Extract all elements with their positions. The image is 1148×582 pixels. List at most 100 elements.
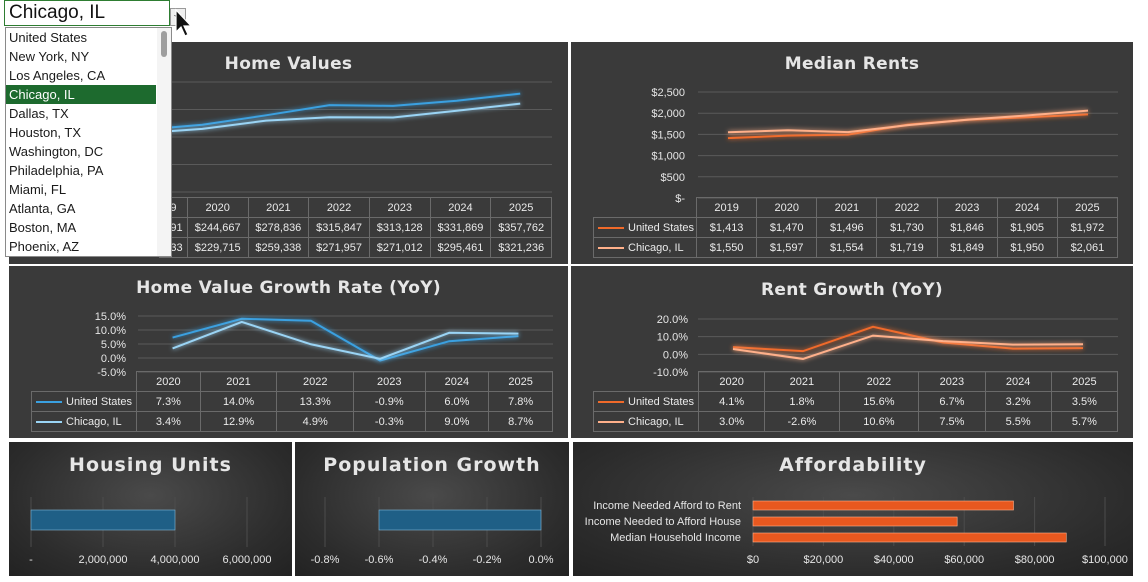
legend-line-icon <box>598 226 624 229</box>
table-cell: $2,061 <box>1056 237 1119 258</box>
location-selector-value: Chicago, IL <box>9 2 106 23</box>
y-tick-label: $1,000 <box>651 151 685 163</box>
housing-units-title: Housing Units <box>69 454 232 476</box>
x-tick-label: $40,000 <box>874 554 914 566</box>
series-key: United States <box>592 217 698 238</box>
population-growth-title: Population Growth <box>323 454 541 476</box>
table-cell: 12.9% <box>199 411 278 432</box>
x-tick-label: - <box>29 554 33 566</box>
table-year-header: 2022 <box>876 197 938 218</box>
dropdown-option[interactable]: United States <box>9 30 88 45</box>
category-label: Income Needed to Afford House <box>585 516 741 528</box>
category-label: Income Needed Afford to Rent <box>593 500 741 512</box>
table-cell: $229,715 <box>186 237 249 258</box>
series-key: Chicago, IL <box>31 411 137 432</box>
legend-line-icon <box>36 400 62 403</box>
y-tick-label: 0.0% <box>101 353 126 365</box>
table-cell: $1,950 <box>996 237 1058 258</box>
dropdown-option[interactable]: Los Angeles, CA <box>9 68 106 83</box>
housing-units-bar <box>30 509 176 531</box>
table-corner <box>593 197 698 218</box>
rent-growth-title: Rent Growth (YoY) <box>760 280 943 300</box>
median-rents-title: Median Rents <box>784 54 920 74</box>
dropdown-option[interactable]: Dallas, TX <box>9 106 69 121</box>
table-year-header: 2025 <box>488 371 553 392</box>
table-cell: $1,846 <box>936 217 998 238</box>
dropdown-scrollbar-thumb[interactable] <box>161 31 167 57</box>
dropdown-option[interactable]: Atlanta, GA <box>9 201 76 216</box>
dropdown-option[interactable]: Washington, DC <box>9 144 104 159</box>
table-year-header: 2019 <box>696 197 758 218</box>
table-year-header: 2020 <box>697 371 766 392</box>
series-line-united-states <box>138 92 521 132</box>
median-rents-table: 2019 2020 2021 2022 2023 2024 2025 United State… <box>592 197 1119 258</box>
table-cell: 1.8% <box>764 391 840 412</box>
dropdown-option[interactable]: Phoenix, AZ <box>9 239 80 254</box>
table-cell: -0.9% <box>353 391 426 412</box>
affordability-chart: Income Needed Afford to Rent Income Neede… <box>585 497 1128 566</box>
dropdown-option[interactable]: Miami, FL <box>9 182 67 197</box>
legend-line-icon <box>598 420 624 423</box>
affordability-bar <box>752 516 958 527</box>
location-dropdown-list[interactable]: United States New York, NY Los Angeles, CA… <box>5 27 172 257</box>
y-tick-label: 0.0% <box>663 349 688 361</box>
x-tick-label: -0.8% <box>311 554 340 566</box>
table-year-header: 2023 <box>353 371 426 392</box>
table-year-header: 2023 <box>368 197 431 218</box>
table-cell: 3.0% <box>697 411 766 432</box>
table-cell: 14.0% <box>199 391 278 412</box>
table-cell: $1,413 <box>696 217 758 238</box>
table-cell: $1,730 <box>876 217 938 238</box>
table-corner <box>31 371 137 392</box>
table-row: United States $1,413 $1,470 $1,496 $1,730 $1,… <box>592 217 1119 238</box>
table-cell: $244,667 <box>186 217 249 238</box>
dropdown-option[interactable]: Philadelphia, PA <box>9 163 104 178</box>
table-cell: 6.7% <box>918 391 986 412</box>
population-growth-panel: Population Growth -0.8% -0.6% -0.4% -0.2% 0.… <box>295 442 569 576</box>
table-cell: 4.9% <box>276 411 355 432</box>
table-cell: $1,496 <box>816 217 878 238</box>
legend-line-icon <box>36 420 62 423</box>
x-tick-label: -0.2% <box>473 554 502 566</box>
x-tick-label: $20,000 <box>804 554 844 566</box>
table-cell: $321,236 <box>490 237 552 258</box>
table-row: 133 $229,715 $259,338 $271,957 $271,012 $295,… <box>159 237 552 258</box>
table-year-header: 2022 <box>308 197 370 218</box>
table-cell: 8.7% <box>488 411 553 432</box>
home-values-table: 9 2020 2021 2022 2023 2024 2025 091 $244,667 $27… <box>159 197 552 258</box>
table-year-header: 2021 <box>247 197 310 218</box>
table-year-header: 2021 <box>764 371 840 392</box>
x-tick-label: $60,000 <box>944 554 984 566</box>
mouse-cursor-icon <box>175 8 193 37</box>
table-row: United States 4.1% 1.8% 15.6% 6.7% 3.2% 3.5% <box>593 391 1119 412</box>
table-cell: 3.4% <box>136 411 201 432</box>
dropdown-option[interactable]: Chicago, IL <box>6 85 156 104</box>
table-cell: -2.6% <box>764 411 840 432</box>
dropdown-option[interactable]: Houston, TX <box>9 125 82 140</box>
table-row: 091 $244,667 $278,836 $315,847 $313,128 $331,… <box>159 217 552 238</box>
table-cell: 15.6% <box>838 391 920 412</box>
dropdown-option[interactable]: New York, NY <box>9 49 90 64</box>
location-selector[interactable]: Chicago, IL <box>4 0 170 26</box>
y-tick-label: $2,000 <box>651 108 685 120</box>
table-cell: -0.3% <box>353 411 426 432</box>
table-year-header: 2022 <box>276 371 355 392</box>
y-tick-label: 20.0% <box>657 314 688 326</box>
y-tick-label: 15.0% <box>95 311 126 323</box>
dropdown-option[interactable]: Boston, MA <box>9 220 77 235</box>
series-line-chicago-il <box>172 320 519 360</box>
dropdown-scrollbar[interactable] <box>157 28 171 256</box>
x-tick-label: -0.4% <box>419 554 448 566</box>
median-rents-panel: Median Rents $2,500 $2,000 $1,500 $1,000 $50… <box>571 42 1133 264</box>
table-row: Chicago, IL 3.0% -2.6% 10.6% 7.5% 5.5% 5.7% <box>593 411 1119 432</box>
x-tick-label: 6,000,000 <box>223 554 272 566</box>
affordability-title: Affordability <box>779 454 927 476</box>
table-year-header: 2025 <box>1050 371 1119 392</box>
table-cell: $271,957 <box>308 237 370 258</box>
table-cell: $331,869 <box>429 217 492 238</box>
series-key: United States <box>31 391 137 412</box>
table-cell: $1,972 <box>1056 217 1119 238</box>
y-tick-label: 5.0% <box>101 339 126 351</box>
table-cell: $1,597 <box>756 237 818 258</box>
